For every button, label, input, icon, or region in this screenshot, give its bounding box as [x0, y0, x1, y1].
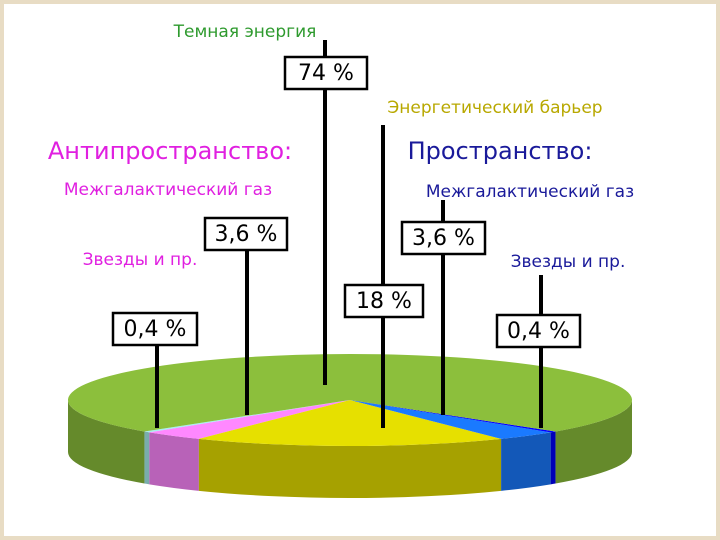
value-box: 0,4 % — [111, 311, 199, 347]
category-label: Межгалактический газ — [64, 180, 272, 200]
value-label: 3,6 % — [412, 226, 475, 251]
slice — [198, 400, 502, 446]
value-box: 3,6 % — [400, 220, 487, 256]
value-box: 3,6 % — [203, 216, 289, 252]
value-label: 0,4 % — [124, 317, 187, 342]
slice — [149, 400, 350, 439]
slice-side — [68, 400, 145, 484]
box-frame — [343, 283, 425, 319]
value-label: 3,6 % — [215, 222, 278, 247]
slice-side — [550, 431, 556, 485]
category-label: Звезды и пр. — [511, 252, 626, 272]
category-label: Темная энергия — [173, 22, 317, 42]
box-frame — [283, 55, 369, 91]
slice-side — [144, 431, 150, 485]
category-label: Межгалактический газ — [426, 182, 634, 202]
value-box: 74 % — [283, 55, 369, 91]
box-frame — [400, 220, 487, 256]
group-header: Пространство: — [408, 137, 593, 165]
slice — [67, 354, 633, 432]
slice-side — [198, 438, 502, 499]
slice-side — [555, 400, 632, 484]
value-box: 0,4 % — [495, 313, 582, 349]
slice — [144, 400, 350, 433]
group-header: Антипространство: — [48, 137, 292, 165]
slice-side — [149, 432, 199, 491]
slice — [350, 400, 551, 439]
box-frame — [203, 216, 289, 252]
box-frame — [111, 311, 199, 347]
box-frame — [495, 313, 582, 349]
category-label: Энергетический барьер — [387, 98, 602, 118]
value-box: 18 % — [343, 283, 425, 319]
slice-side — [501, 432, 551, 491]
value-label: 18 % — [356, 289, 412, 314]
value-label: 74 % — [298, 61, 354, 86]
category-label: Звезды и пр. — [83, 250, 198, 270]
value-label: 0,4 % — [507, 319, 570, 344]
slice — [350, 400, 556, 433]
